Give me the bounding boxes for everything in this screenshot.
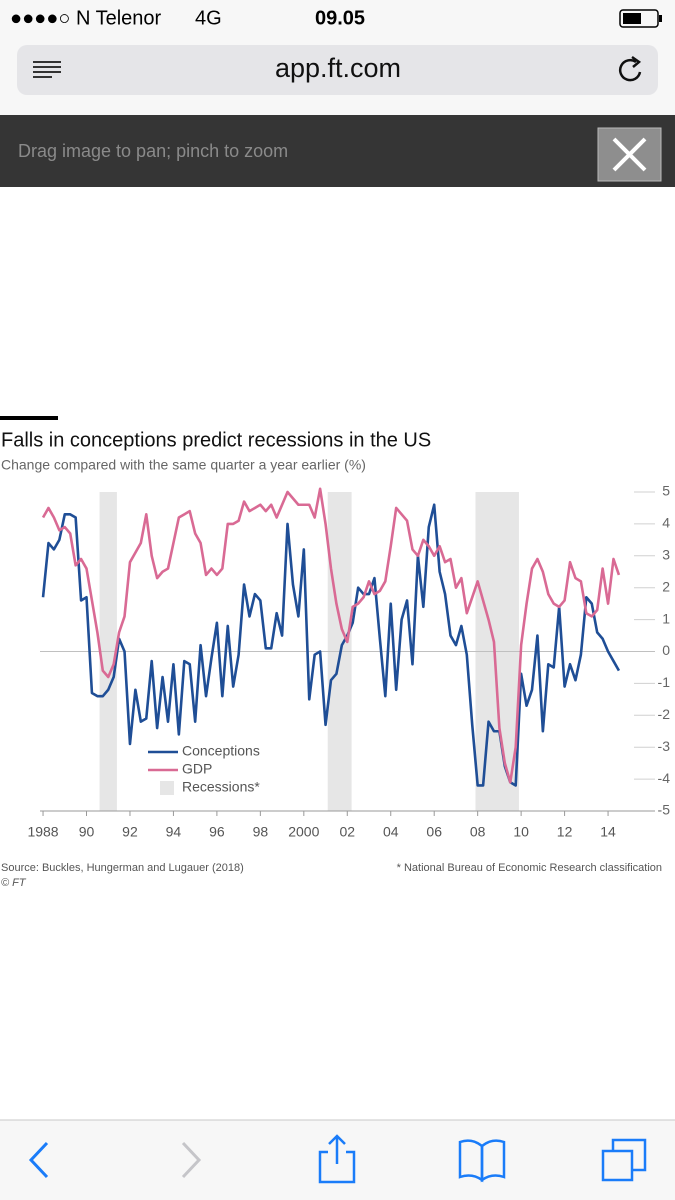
back-button[interactable] [28,1141,49,1179]
battery [619,9,662,28]
chart-title: Falls in conceptions predict recessions … [1,429,431,451]
x-tick-label: 06 [426,824,442,840]
forward-button[interactable] [181,1141,202,1179]
network: 4G [195,7,222,29]
legend-label: Conceptions [182,743,260,759]
tabs-button[interactable] [601,1138,647,1182]
reload-icon[interactable] [619,55,642,82]
address-bar[interactable] [17,45,658,95]
bookmarks-button[interactable] [458,1139,506,1183]
x-tick-label: 04 [383,824,399,840]
y-tick-label: 0 [662,642,670,658]
x-tick-label: 96 [209,824,225,840]
y-tick-label: -1 [658,674,671,690]
x-tick-label: 14 [600,824,616,840]
close-button[interactable] [597,127,662,182]
y-tick-label: 5 [662,483,670,499]
legend-label: GDP [182,761,212,777]
url[interactable]: app.ft.com [275,53,401,83]
x-tick-label: 10 [513,824,529,840]
clock: 09.05 [315,7,365,29]
x-tick-label: 94 [166,824,182,840]
x-tick-label: 98 [253,824,269,840]
x-tick-label: 92 [122,824,138,840]
legend-swatch [160,781,174,795]
carrier: ●●●●○ N Telenor [10,7,162,29]
y-tick-label: 3 [662,547,670,563]
status-bar [0,0,675,40]
footnote: * National Bureau of Economic Research c… [397,862,662,874]
y-tick-label: -2 [658,706,671,722]
y-tick-label: 4 [662,515,670,531]
share-button[interactable] [318,1134,356,1184]
credit: © FT [1,877,27,889]
y-tick-label: 1 [662,610,670,626]
y-tick-label: -4 [658,770,671,786]
x-tick-label: 08 [470,824,486,840]
title-rule [0,416,58,420]
x-tick-label: 2000 [288,824,319,840]
chart-subtitle: Change compared with the same quarter a … [1,457,366,473]
y-tick-label: -5 [658,802,671,818]
reader-icon[interactable] [33,61,61,78]
x-tick-label: 02 [339,824,355,840]
legend-label: Recessions* [182,779,260,795]
series-line [41,487,621,784]
y-tick-label: 2 [662,578,670,594]
x-tick-label: 12 [557,824,573,840]
zoom-hint: Drag image to pan; pinch to zoom [18,141,288,161]
y-tick-label: -3 [658,738,671,754]
source: Source: Buckles, Hungerman and Lugauer (… [1,862,244,874]
series-line [41,503,621,787]
x-tick-label: 90 [79,824,95,840]
x-tick-label: 1988 [27,824,58,840]
zoom-bar [0,115,675,187]
